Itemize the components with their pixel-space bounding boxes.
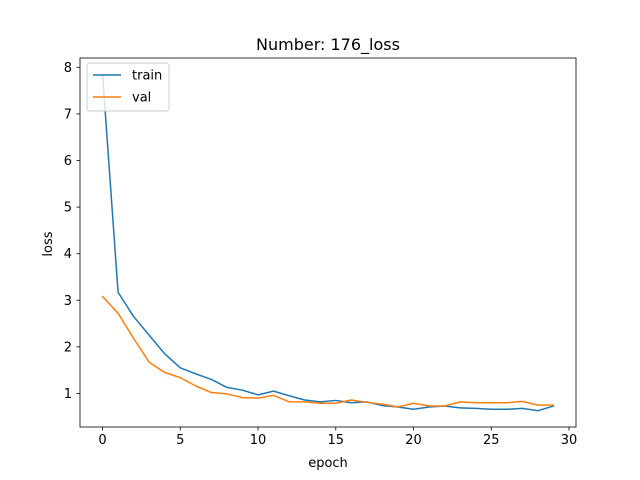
chart-title: Number: 176_loss xyxy=(256,35,400,55)
plot-area: 0 5 10 15 20 25 30 1 2 3 4 5 6 7 8 train val xyxy=(64,57,578,448)
x-axis-title: epoch xyxy=(308,456,348,471)
y-tick-label: 7 xyxy=(64,107,72,122)
x-tick-label: 0 xyxy=(98,433,106,448)
y-axis-title: loss xyxy=(41,231,56,256)
axes-frame xyxy=(79,57,577,428)
legend-label-train: train xyxy=(132,69,162,84)
y-tick-label: 6 xyxy=(64,154,72,169)
x-tick-label: 30 xyxy=(561,433,578,448)
series-line-val xyxy=(101,295,555,408)
y-tick-label: 1 xyxy=(64,387,72,402)
x-tick-label: 15 xyxy=(328,433,345,448)
y-tick-label: 3 xyxy=(64,294,72,309)
legend-label-val: val xyxy=(132,91,151,106)
x-tick-label: 25 xyxy=(483,433,500,448)
y-tick-label: 5 xyxy=(64,201,72,216)
y-tick-label: 8 xyxy=(64,61,72,76)
series-line-train xyxy=(101,73,555,412)
x-tick-label: 5 xyxy=(176,433,184,448)
x-tick-label: 20 xyxy=(405,433,422,448)
x-tick-label: 10 xyxy=(250,433,267,448)
y-tick-label: 2 xyxy=(64,340,72,355)
y-tick-label: 4 xyxy=(64,247,72,262)
